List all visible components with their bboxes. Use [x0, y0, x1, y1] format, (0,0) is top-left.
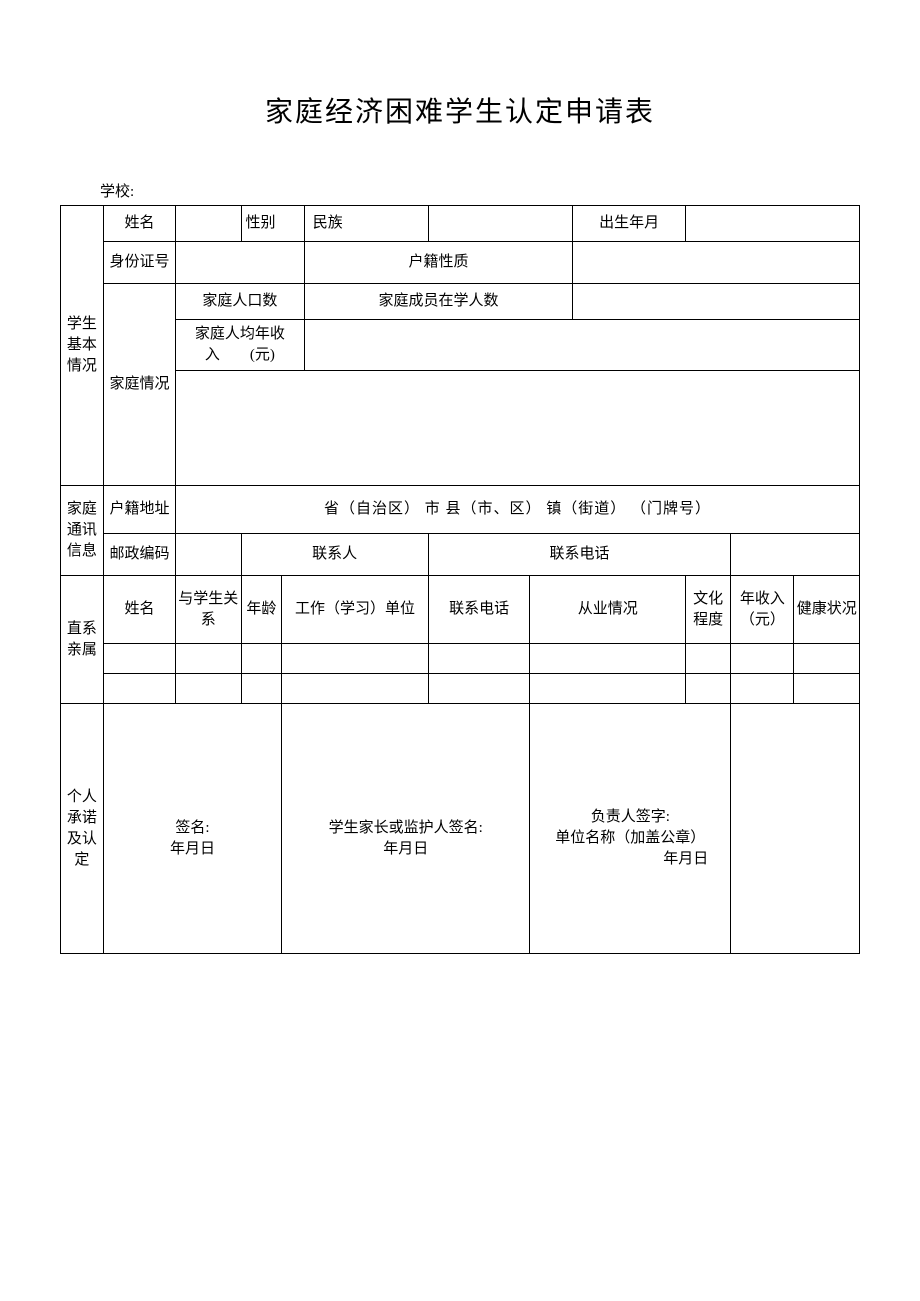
- field-percapita[interactable]: [304, 320, 859, 371]
- section-contact: 家庭通讯信息: [61, 486, 104, 576]
- label-percapita: 家庭人均年收入 (元): [176, 320, 305, 371]
- rel-row[interactable]: [794, 674, 860, 704]
- label-ethnicity: 民族: [304, 206, 428, 242]
- field-postal[interactable]: [176, 534, 241, 576]
- form-title: 家庭经济困难学生认定申请表: [60, 90, 860, 130]
- signature-extra[interactable]: [731, 704, 860, 954]
- signature-officer[interactable]: 负责人签字: 单位名称（加盖公章） 年月日: [530, 704, 731, 954]
- rel-h-name: 姓名: [103, 576, 175, 644]
- rel-h-health: 健康状况: [794, 576, 860, 644]
- label-family-status: 家庭情况: [103, 284, 175, 486]
- page: 家庭经济困难学生认定申请表 学校: 学生基本情况 姓名 性别 民族 出生年月: [0, 0, 920, 1014]
- rel-row[interactable]: [241, 674, 282, 704]
- rel-row[interactable]: [731, 674, 794, 704]
- rel-h-relation: 与学生关系: [176, 576, 241, 644]
- label-birth: 出生年月: [573, 206, 686, 242]
- rel-row[interactable]: [530, 644, 686, 674]
- field-ethnicity[interactable]: [428, 206, 572, 242]
- rel-row[interactable]: [686, 644, 731, 674]
- field-address[interactable]: 省（自治区） 市 县（市、区） 镇（街道） （门牌号）: [176, 486, 860, 534]
- signature-guardian[interactable]: 学生家长或监护人签名: 年月日: [282, 704, 530, 954]
- guardian-sign-label: 学生家长或监护人签名:: [329, 820, 483, 836]
- rel-h-edu: 文化程度: [686, 576, 731, 644]
- rel-h-unit: 工作（学习）单位: [282, 576, 429, 644]
- section-commitment: 个人承诺及认定: [61, 704, 104, 954]
- label-hukou-type: 户籍性质: [304, 242, 573, 284]
- rel-row[interactable]: [176, 674, 241, 704]
- rel-h-employ: 从业情况: [530, 576, 686, 644]
- rel-row[interactable]: [731, 644, 794, 674]
- officer-sign-label: 负责人签字:: [591, 809, 670, 825]
- rel-row[interactable]: [794, 644, 860, 674]
- field-students-count[interactable]: [573, 284, 860, 320]
- field-contact-phone[interactable]: [731, 534, 860, 576]
- label-name: 姓名: [103, 206, 175, 242]
- field-birth[interactable]: [686, 206, 860, 242]
- self-date: 年月日: [106, 839, 279, 860]
- rel-row[interactable]: [103, 644, 175, 674]
- field-family-detail[interactable]: [176, 371, 860, 486]
- signature-self[interactable]: 签名: 年月日: [103, 704, 281, 954]
- section-relatives: 直系亲属: [61, 576, 104, 704]
- self-sign-label: 签名:: [175, 820, 209, 836]
- rel-row[interactable]: [530, 674, 686, 704]
- label-idnum: 身份证号: [103, 242, 175, 284]
- rel-h-income: 年收入（元）: [731, 576, 794, 644]
- school-label: 学校:: [60, 180, 860, 201]
- rel-h-age: 年龄: [241, 576, 282, 644]
- field-hukou-type[interactable]: [573, 242, 860, 284]
- guardian-date: 年月日: [284, 839, 527, 860]
- rel-h-phone: 联系电话: [428, 576, 530, 644]
- field-idnum[interactable]: [176, 242, 305, 284]
- rel-row[interactable]: [176, 644, 241, 674]
- rel-row[interactable]: [686, 674, 731, 704]
- rel-row[interactable]: [103, 674, 175, 704]
- label-contact-phone: 联系电话: [428, 534, 730, 576]
- application-table: 学生基本情况 姓名 性别 民族 出生年月 身份证号 户籍性质 家庭情况 家庭人口…: [60, 205, 860, 954]
- label-family-size: 家庭人口数: [176, 284, 305, 320]
- label-hukou-addr: 户籍地址: [103, 486, 175, 534]
- label-gender: 性别: [241, 206, 304, 242]
- rel-row[interactable]: [282, 674, 429, 704]
- officer-date: 年月日: [532, 849, 728, 870]
- section-basic: 学生基本情况: [61, 206, 104, 486]
- field-name[interactable]: [176, 206, 241, 242]
- rel-row[interactable]: [241, 644, 282, 674]
- percapita-unit: (元): [250, 347, 275, 363]
- rel-row[interactable]: [428, 674, 530, 704]
- label-students-count: 家庭成员在学人数: [304, 284, 573, 320]
- org-name-label: 单位名称（加盖公章）: [555, 830, 705, 846]
- label-postal: 邮政编码: [103, 534, 175, 576]
- label-contact-person: 联系人: [241, 534, 428, 576]
- rel-row[interactable]: [282, 644, 429, 674]
- rel-row[interactable]: [428, 644, 530, 674]
